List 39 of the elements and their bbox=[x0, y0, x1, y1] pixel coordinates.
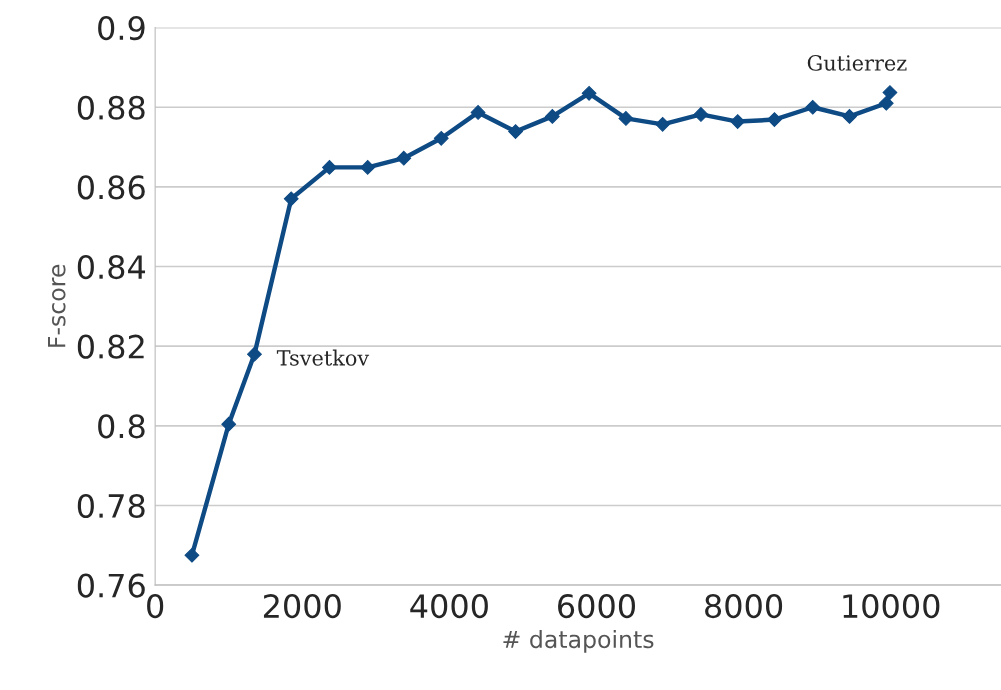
x-tick-label: 4000 bbox=[410, 594, 488, 619]
x-tick-label: 6000 bbox=[558, 594, 635, 619]
point bbox=[730, 114, 746, 129]
point bbox=[655, 116, 671, 132]
y-tick-label: 0.86 bbox=[77, 175, 145, 200]
point bbox=[618, 111, 634, 126]
x-axis-title: # datapoints bbox=[503, 629, 654, 653]
point bbox=[470, 105, 486, 120]
point bbox=[581, 85, 597, 101]
point bbox=[396, 150, 412, 166]
y-tick-label: 0.78 bbox=[77, 493, 145, 519]
point bbox=[693, 107, 709, 122]
y-tick-label: 0.88 bbox=[77, 95, 145, 120]
point bbox=[360, 159, 376, 175]
point bbox=[544, 109, 560, 124]
point bbox=[805, 99, 821, 115]
point bbox=[767, 112, 782, 127]
annotation: Gutierrez bbox=[807, 55, 907, 71]
x-tick-label: 2000 bbox=[263, 594, 341, 619]
point bbox=[247, 346, 262, 362]
y-tick-label: 0.84 bbox=[77, 254, 146, 280]
x-tick-label: 0 bbox=[147, 594, 164, 619]
point bbox=[882, 85, 898, 100]
y-axis-title: F-score bbox=[48, 264, 66, 347]
point bbox=[283, 191, 299, 207]
point bbox=[878, 95, 894, 111]
point bbox=[433, 130, 449, 146]
x-tick-label: 10000 bbox=[843, 594, 940, 619]
point bbox=[184, 547, 200, 563]
point bbox=[508, 124, 523, 139]
x-tick-label: 8000 bbox=[705, 594, 783, 619]
y-tick-label: 0.8 bbox=[98, 414, 145, 439]
y-tick-label: 0.82 bbox=[77, 334, 144, 359]
point bbox=[221, 416, 237, 432]
y-tick-label: 0.9 bbox=[98, 16, 145, 41]
annotation: Tsvetkov bbox=[276, 349, 370, 366]
y-tick-label: 0.76 bbox=[77, 573, 145, 598]
point bbox=[842, 109, 857, 124]
point bbox=[322, 159, 337, 175]
